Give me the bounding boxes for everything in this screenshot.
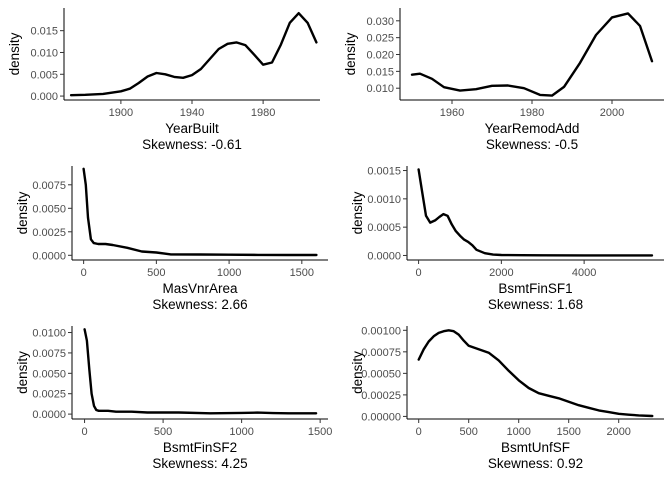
y-tick-label: 0.0015: [367, 166, 401, 178]
x-tick-label: 1500: [556, 426, 580, 438]
x-tick-label: 1000: [229, 426, 253, 438]
x-axis-title: YearRemodAdd: [485, 121, 580, 136]
skewness-label: Skewness: 1.68: [488, 297, 583, 312]
y-tick-label: 0.0025: [32, 227, 66, 239]
y-axis-title: density: [15, 351, 30, 394]
x-tick-label: 0: [82, 426, 88, 438]
x-tick-label: 500: [460, 426, 478, 438]
y-tick-label: 0.015: [366, 66, 394, 78]
x-axis-title: BsmtFinSF1: [498, 281, 572, 296]
x-tick-label: 500: [154, 426, 172, 438]
x-axis-title: BsmtUnfSF: [501, 440, 570, 455]
x-tick-label: 0: [81, 267, 87, 279]
y-axis-title: density: [350, 191, 365, 234]
y-tick-label: 0.0000: [367, 250, 401, 262]
x-tick-label: 1000: [217, 267, 241, 279]
x-tick-label: 2000: [606, 426, 630, 438]
y-tick-label: 0.020: [366, 50, 394, 62]
y-tick-label: 0.0025: [32, 389, 66, 401]
y-axis-title: density: [15, 191, 30, 234]
x-tick-label: 0: [416, 267, 422, 279]
y-axis-title: density: [343, 32, 358, 75]
y-tick-label: 0.030: [366, 16, 394, 28]
y-tick-label: 0.00075: [361, 347, 401, 359]
x-tick-label: 1500: [308, 426, 332, 438]
y-tick-label: 0.0050: [32, 203, 66, 215]
density-curve: [82, 167, 318, 257]
y-tick-label: 0.010: [366, 83, 394, 95]
x-tick-label: 4000: [572, 267, 596, 279]
x-axis-title: YearBuilt: [165, 121, 219, 136]
y-tick-label: 0.00100: [361, 325, 401, 337]
y-tick-label: 0.015: [30, 26, 58, 38]
y-axis-title: density: [7, 32, 22, 75]
panel-6: 0.00000 0.00025 0.00050 0.00075 0.00100 0 500 1…: [350, 325, 664, 471]
panel-4: 0.0000 0.0005 0.0010 0.0015 0 2000 4000 density…: [350, 166, 664, 312]
panel-2: 0.010 0.015 0.020 0.025 0.030 1960 1980 2000 den…: [343, 8, 664, 152]
panel-5: 0.0000 0.0025 0.0050 0.0075 0.0100 0 500 1000 15…: [15, 326, 332, 471]
density-curve: [410, 12, 654, 97]
y-tick-label: 0.010: [30, 47, 58, 59]
y-tick-label: 0.00025: [361, 390, 401, 402]
x-tick-label: 1980: [251, 107, 275, 119]
skewness-label: Skewness: -0.5: [486, 137, 578, 152]
x-tick-label: 500: [147, 267, 165, 279]
x-tick-label: 1960: [440, 107, 464, 119]
density-curve: [417, 329, 654, 418]
y-tick-label: 0.000: [30, 91, 58, 103]
panel-3: 0.0000 0.0025 0.0050 0.0075 0 500 1000 1500 dens…: [15, 166, 328, 312]
skewness-label: Skewness: -0.61: [142, 137, 242, 152]
density-curve: [83, 328, 318, 415]
x-tick-label: 1940: [180, 107, 204, 119]
x-tick-label: 0: [416, 426, 422, 438]
y-tick-label: 0.025: [366, 33, 394, 45]
y-tick-label: 0.0050: [32, 368, 66, 380]
y-tick-label: 0.0010: [367, 194, 401, 206]
density-curve: [69, 11, 318, 97]
x-axis-title: MasVnrArea: [162, 281, 238, 296]
y-tick-label: 0.0000: [32, 409, 66, 421]
y-tick-label: 0.0005: [367, 222, 401, 234]
y-tick-label: 0.0075: [32, 348, 66, 360]
x-tick-label: 1000: [506, 426, 530, 438]
y-tick-label: 0.005: [30, 69, 58, 81]
y-tick-label: 0.00050: [361, 368, 401, 380]
x-axis-title: BsmtFinSF2: [163, 440, 237, 455]
x-tick-label: 1900: [109, 107, 133, 119]
y-tick-label: 0.0100: [32, 328, 66, 340]
x-tick-label: 2000: [600, 107, 624, 119]
skewness-label: Skewness: 2.66: [152, 297, 247, 312]
x-tick-label: 1980: [520, 107, 544, 119]
panel-1: 0.000 0.005 0.010 0.015 1900 1940 1980 density Y…: [7, 8, 320, 152]
skewness-label: Skewness: 4.25: [152, 456, 247, 471]
y-tick-label: 0.0000: [32, 250, 66, 262]
skewness-label: Skewness: 0.92: [488, 456, 583, 471]
x-tick-label: 1500: [290, 267, 314, 279]
density-curve: [417, 168, 654, 257]
y-tick-label: 0.0075: [32, 180, 66, 192]
x-tick-label: 2000: [489, 267, 513, 279]
y-axis-title: density: [350, 351, 365, 394]
y-tick-label: 0.00000: [361, 411, 401, 423]
